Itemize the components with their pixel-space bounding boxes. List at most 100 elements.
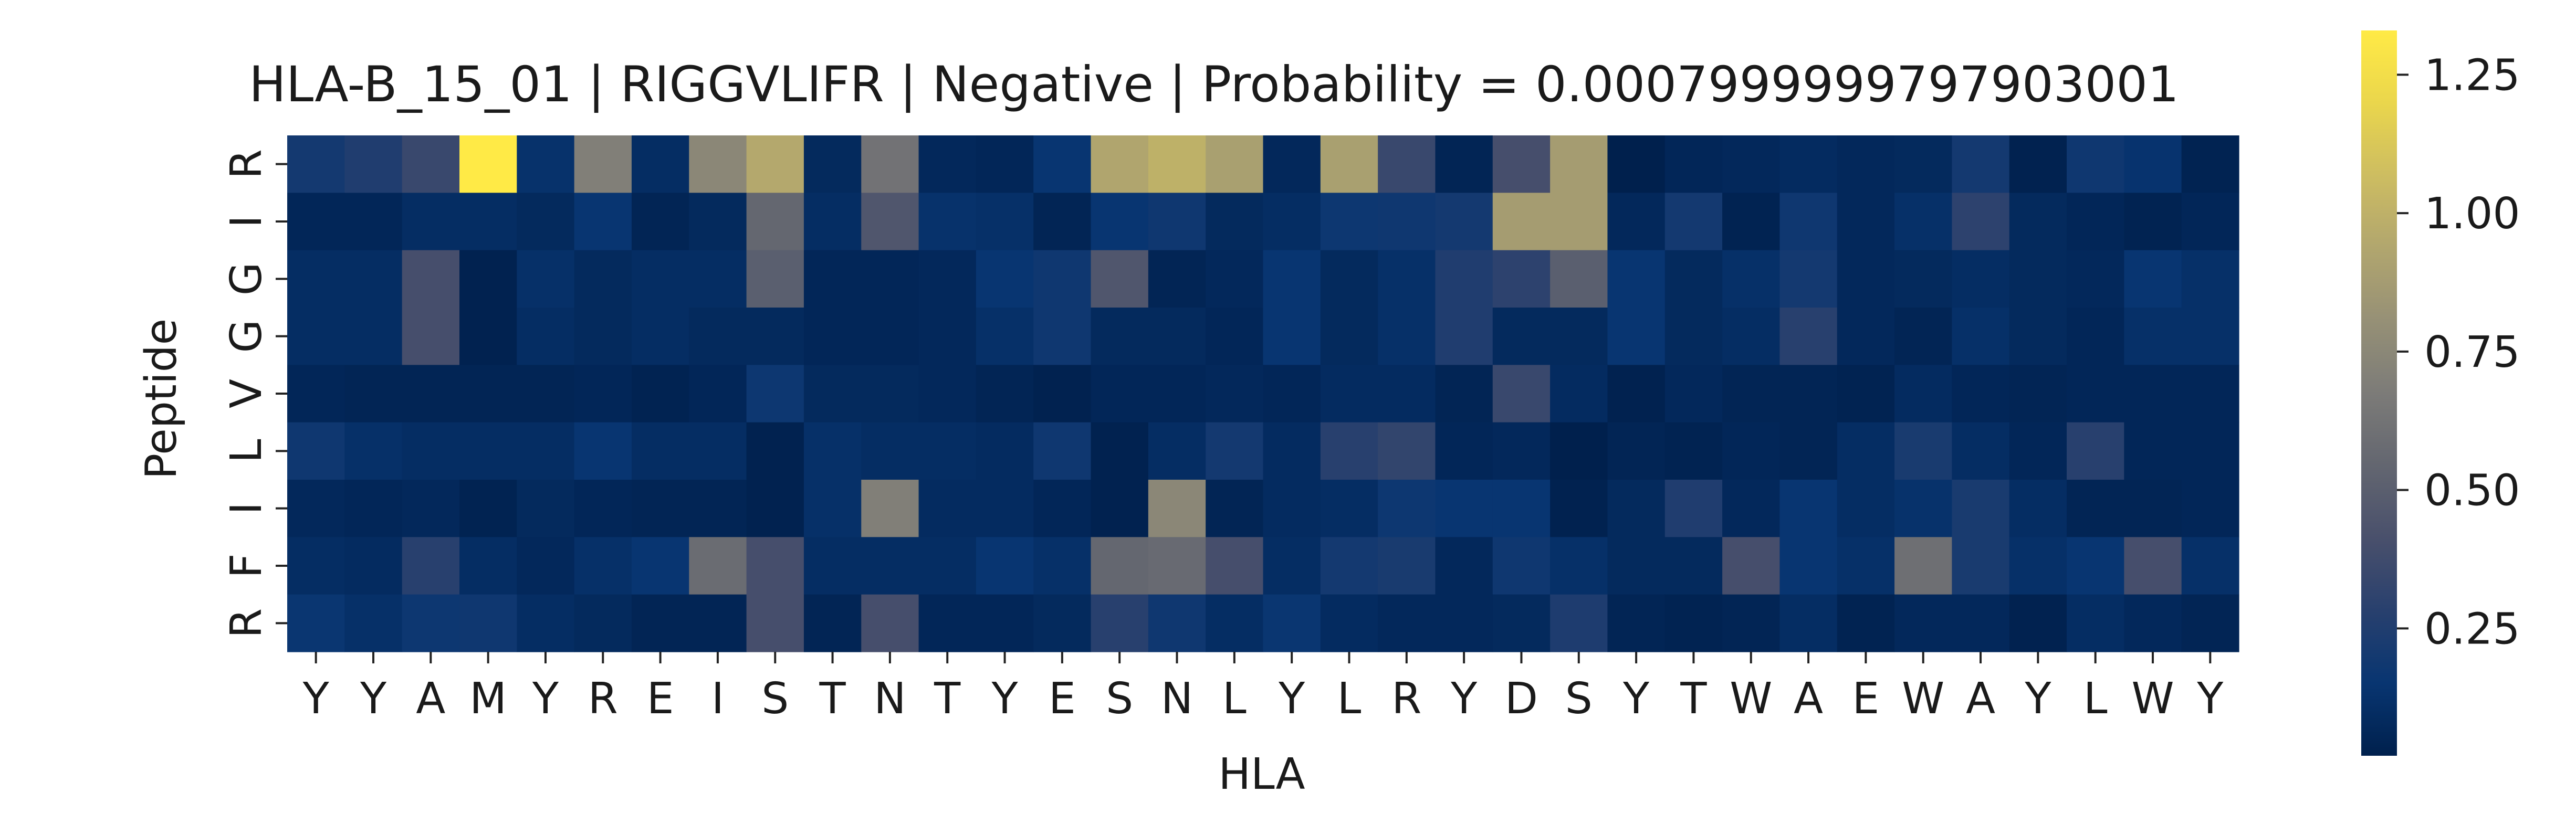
heatmap-cell [746, 537, 804, 595]
x-tick-label: Y [2024, 674, 2051, 724]
heatmap-cell [1492, 594, 1551, 652]
x-tick-label: T [1680, 674, 1707, 724]
heatmap-cell [574, 422, 632, 480]
heatmap-cell [2009, 135, 2067, 193]
heatmap-cell [287, 422, 345, 480]
heatmap-cell [402, 594, 460, 652]
heatmap-cell [1033, 193, 1092, 251]
heatmap-cell [631, 422, 689, 480]
heatmap-cell [1435, 135, 1493, 193]
heatmap-cell [2181, 250, 2239, 308]
heatmap-cell [976, 135, 1034, 193]
heatmap-cell [1722, 250, 1781, 308]
heatmap-cell [1607, 537, 1666, 595]
x-tick-label: Y [1278, 674, 1305, 724]
heatmap-cell [746, 594, 804, 652]
heatmap-cell [746, 365, 804, 423]
heatmap-cell [1148, 135, 1206, 193]
heatmap-cell [344, 480, 403, 537]
heatmap-cell [918, 250, 977, 308]
heatmap-cell [1033, 308, 1092, 365]
x-tick-label: T [934, 674, 961, 724]
x-tick-label: Y [1622, 674, 1650, 724]
colorbar-ticks: 0.25 0.50 0.75 1.00 1.25 [2397, 50, 2520, 654]
y-tick-label: L [222, 439, 271, 463]
heatmap-cell [1894, 365, 1952, 423]
heatmap-cell [1091, 480, 1149, 537]
heatmap-cell [976, 365, 1034, 423]
heatmap-cell [1607, 135, 1666, 193]
heatmap-cell [1091, 594, 1149, 652]
heatmap-cell [2067, 193, 2124, 251]
heatmap-cell [574, 480, 632, 537]
heatmap-cell [1206, 135, 1264, 193]
heatmap-cell [517, 308, 575, 365]
heatmap-cell [1722, 308, 1781, 365]
heatmap-cell [1722, 480, 1781, 537]
heatmap-cell [1607, 365, 1666, 423]
heatmap-cell [1206, 422, 1264, 480]
heatmap-cell [574, 365, 632, 423]
heatmap-cell [918, 480, 977, 537]
heatmap-cell [631, 308, 689, 365]
heatmap-cell [2067, 250, 2124, 308]
x-tick-label: Y [532, 674, 559, 724]
x-tick-label: Y [360, 674, 387, 724]
heatmap-cell [1263, 308, 1321, 365]
x-tick-label: R [1391, 674, 1421, 724]
heatmap-cell [1779, 422, 1838, 480]
heatmap-cell [517, 193, 575, 251]
heatmap-cell [1722, 422, 1781, 480]
colorbar-tick-label: 1.25 [2424, 50, 2520, 100]
heatmap-cell [1722, 594, 1781, 652]
heatmap-cell [1952, 250, 2010, 308]
heatmap-cell [344, 135, 403, 193]
y-axis-ticks: RIGGVLIFR [222, 149, 287, 638]
heatmap-cell [803, 250, 862, 308]
heatmap-cell [631, 365, 689, 423]
heatmap-cell [1952, 480, 2010, 537]
heatmap-cell [2181, 594, 2239, 652]
x-tick-label: T [819, 674, 846, 724]
heatmap-cell [1320, 537, 1378, 595]
heatmap-cell [746, 422, 804, 480]
heatmap-cell [1148, 480, 1206, 537]
heatmap-cell [1320, 365, 1378, 423]
heatmap-cell [1837, 537, 1895, 595]
heatmap-cell [1091, 193, 1149, 251]
heatmap-cell [918, 135, 977, 193]
heatmap-cell [1206, 250, 1264, 308]
heatmap-cell [1033, 135, 1092, 193]
heatmap-cell [2124, 135, 2182, 193]
heatmap-cell [1837, 594, 1895, 652]
heatmap-cell [1779, 594, 1838, 652]
heatmap-cell [1033, 250, 1092, 308]
heatmap-cell [746, 193, 804, 251]
heatmap-cell [2124, 422, 2182, 480]
heatmap-cell [1607, 250, 1666, 308]
heatmap-cell [2124, 250, 2182, 308]
heatmap-cell [1837, 135, 1895, 193]
heatmap-cell [1607, 422, 1666, 480]
heatmap-cell [402, 135, 460, 193]
heatmap-cell [2009, 422, 2067, 480]
heatmap-cell [1033, 365, 1092, 423]
colorbar-tick-label: 1.00 [2424, 189, 2520, 239]
heatmap-cell [1435, 594, 1493, 652]
heatmap-cell [1837, 250, 1895, 308]
heatmap-cell [459, 365, 517, 423]
x-tick-label: Y [1450, 674, 1478, 724]
x-tick-label: E [1049, 674, 1076, 724]
heatmap-cell [976, 594, 1034, 652]
heatmap-cell [1894, 135, 1952, 193]
heatmap-cell [1492, 537, 1551, 595]
y-tick-label: G [222, 262, 271, 296]
heatmap-cell [1378, 365, 1436, 423]
heatmap-cell [689, 308, 747, 365]
x-axis-label: HLA [1218, 749, 1305, 799]
heatmap-cell [344, 250, 403, 308]
colorbar [2361, 30, 2397, 756]
heatmap-cell [976, 480, 1034, 537]
heatmap-cell [402, 422, 460, 480]
heatmap-cell [1263, 480, 1321, 537]
